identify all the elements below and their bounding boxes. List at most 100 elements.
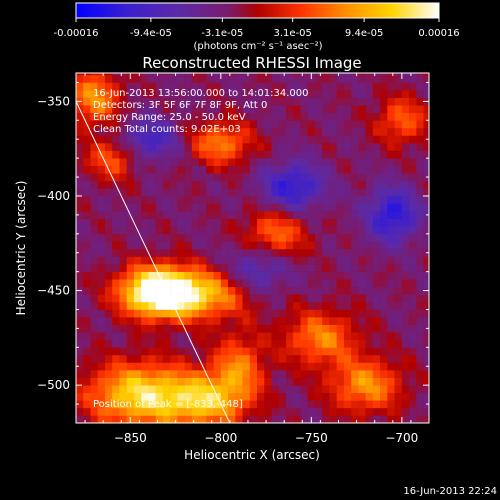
heatmap-cell [394, 241, 403, 250]
heatmap-cell [126, 120, 135, 129]
heatmap-cell [112, 120, 120, 129]
heatmap-cell [257, 377, 265, 386]
heatmap-cell [104, 150, 113, 159]
heatmap-cell [409, 97, 417, 106]
heatmap-cell [416, 218, 424, 227]
heatmap-cell [293, 158, 301, 167]
heatmap-cell [155, 127, 164, 136]
heatmap-cell [90, 370, 99, 378]
heatmap-cell [104, 362, 113, 371]
heatmap-cell [191, 158, 200, 167]
heatmap-cell [126, 377, 135, 386]
heatmap-cell [416, 127, 424, 136]
heatmap-cell [365, 226, 374, 235]
heatmap-cell [155, 90, 164, 98]
heatmap-cell [228, 211, 236, 219]
heatmap-cell [401, 188, 410, 197]
heatmap-cell [271, 82, 280, 91]
heatmap-cell [307, 143, 316, 151]
heatmap-cell [104, 294, 113, 303]
heatmap-cell [242, 294, 251, 303]
heatmap-cell [329, 203, 337, 212]
heatmap-cell [365, 203, 374, 212]
heatmap-cell [184, 173, 193, 182]
heatmap-cell [365, 317, 374, 325]
heatmap-cell [199, 301, 207, 310]
heatmap-cell [380, 392, 388, 401]
heatmap-cell [285, 294, 294, 303]
heatmap-cell [162, 309, 171, 318]
heatmap-cell [170, 135, 178, 144]
heatmap-cell [409, 362, 417, 371]
heatmap-cell [343, 203, 352, 212]
heatmap-cell [278, 248, 287, 257]
heatmap-cell [387, 370, 395, 378]
heatmap-cell [264, 180, 272, 189]
annotation-line: Clean Total counts: 9.02E+03 [93, 124, 241, 135]
heatmap-cell [358, 264, 366, 272]
heatmap-cell [184, 82, 193, 91]
heatmap-cell [155, 332, 164, 341]
heatmap-cell [112, 82, 120, 91]
heatmap-cell [322, 135, 330, 144]
heatmap-cell [126, 362, 135, 371]
heatmap-cell [336, 392, 345, 401]
heatmap-cell [191, 195, 200, 204]
heatmap-cell [112, 218, 120, 227]
heatmap-cell [83, 294, 91, 303]
heatmap-cell [329, 294, 337, 303]
heatmap-cell [314, 271, 323, 280]
heatmap-cell [409, 105, 417, 114]
heatmap-cell [423, 180, 429, 189]
heatmap-cell [184, 188, 193, 197]
heatmap-cell [329, 377, 337, 386]
heatmap-cell [257, 309, 265, 318]
heatmap-cell [416, 97, 424, 106]
heatmap-cell [220, 301, 229, 310]
heatmap-cell [278, 309, 287, 318]
heatmap-cell [242, 120, 251, 129]
heatmap-cell [380, 309, 388, 318]
heatmap-cell [372, 309, 381, 318]
heatmap-cell [249, 73, 258, 76]
heatmap-cell [83, 392, 91, 401]
heatmap-cell [351, 248, 359, 257]
heatmap-cell [162, 218, 171, 227]
heatmap-cell [249, 150, 258, 159]
heatmap-cell [119, 226, 127, 235]
heatmap-cell [409, 279, 417, 288]
heatmap-cell [242, 392, 251, 401]
heatmap-cell [170, 120, 178, 129]
heatmap-cell [380, 248, 388, 257]
heatmap-cell [141, 97, 149, 106]
heatmap-cell [191, 415, 200, 423]
heatmap-cell [271, 377, 280, 386]
heatmap-cell [228, 279, 236, 288]
heatmap-cell [257, 73, 265, 76]
heatmap-cell [155, 143, 164, 151]
heatmap-cell [206, 301, 214, 310]
heatmap-cell [141, 203, 149, 212]
heatmap-cell [206, 248, 214, 257]
heatmap-cell [343, 407, 352, 416]
heatmap-cell [300, 105, 309, 114]
heatmap-cell [336, 332, 345, 341]
heatmap-cell [336, 339, 345, 348]
heatmap-cell [155, 407, 164, 416]
heatmap-cell [83, 211, 91, 219]
heatmap-cell [329, 112, 337, 121]
heatmap-cell [358, 370, 366, 378]
heatmap-cell [351, 294, 359, 303]
heatmap-cell [104, 241, 113, 250]
heatmap-cell [257, 301, 265, 310]
heatmap-cell [133, 339, 142, 348]
heatmap-cell [307, 309, 316, 318]
heatmap-cell [285, 158, 294, 167]
heatmap-cell [423, 294, 429, 303]
heatmap-cell [162, 143, 171, 151]
heatmap-cell [97, 279, 106, 288]
heatmap-cell [235, 218, 243, 227]
heatmap-cell [285, 347, 294, 356]
heatmap-cell [401, 264, 410, 272]
heatmap-cell [423, 82, 429, 91]
